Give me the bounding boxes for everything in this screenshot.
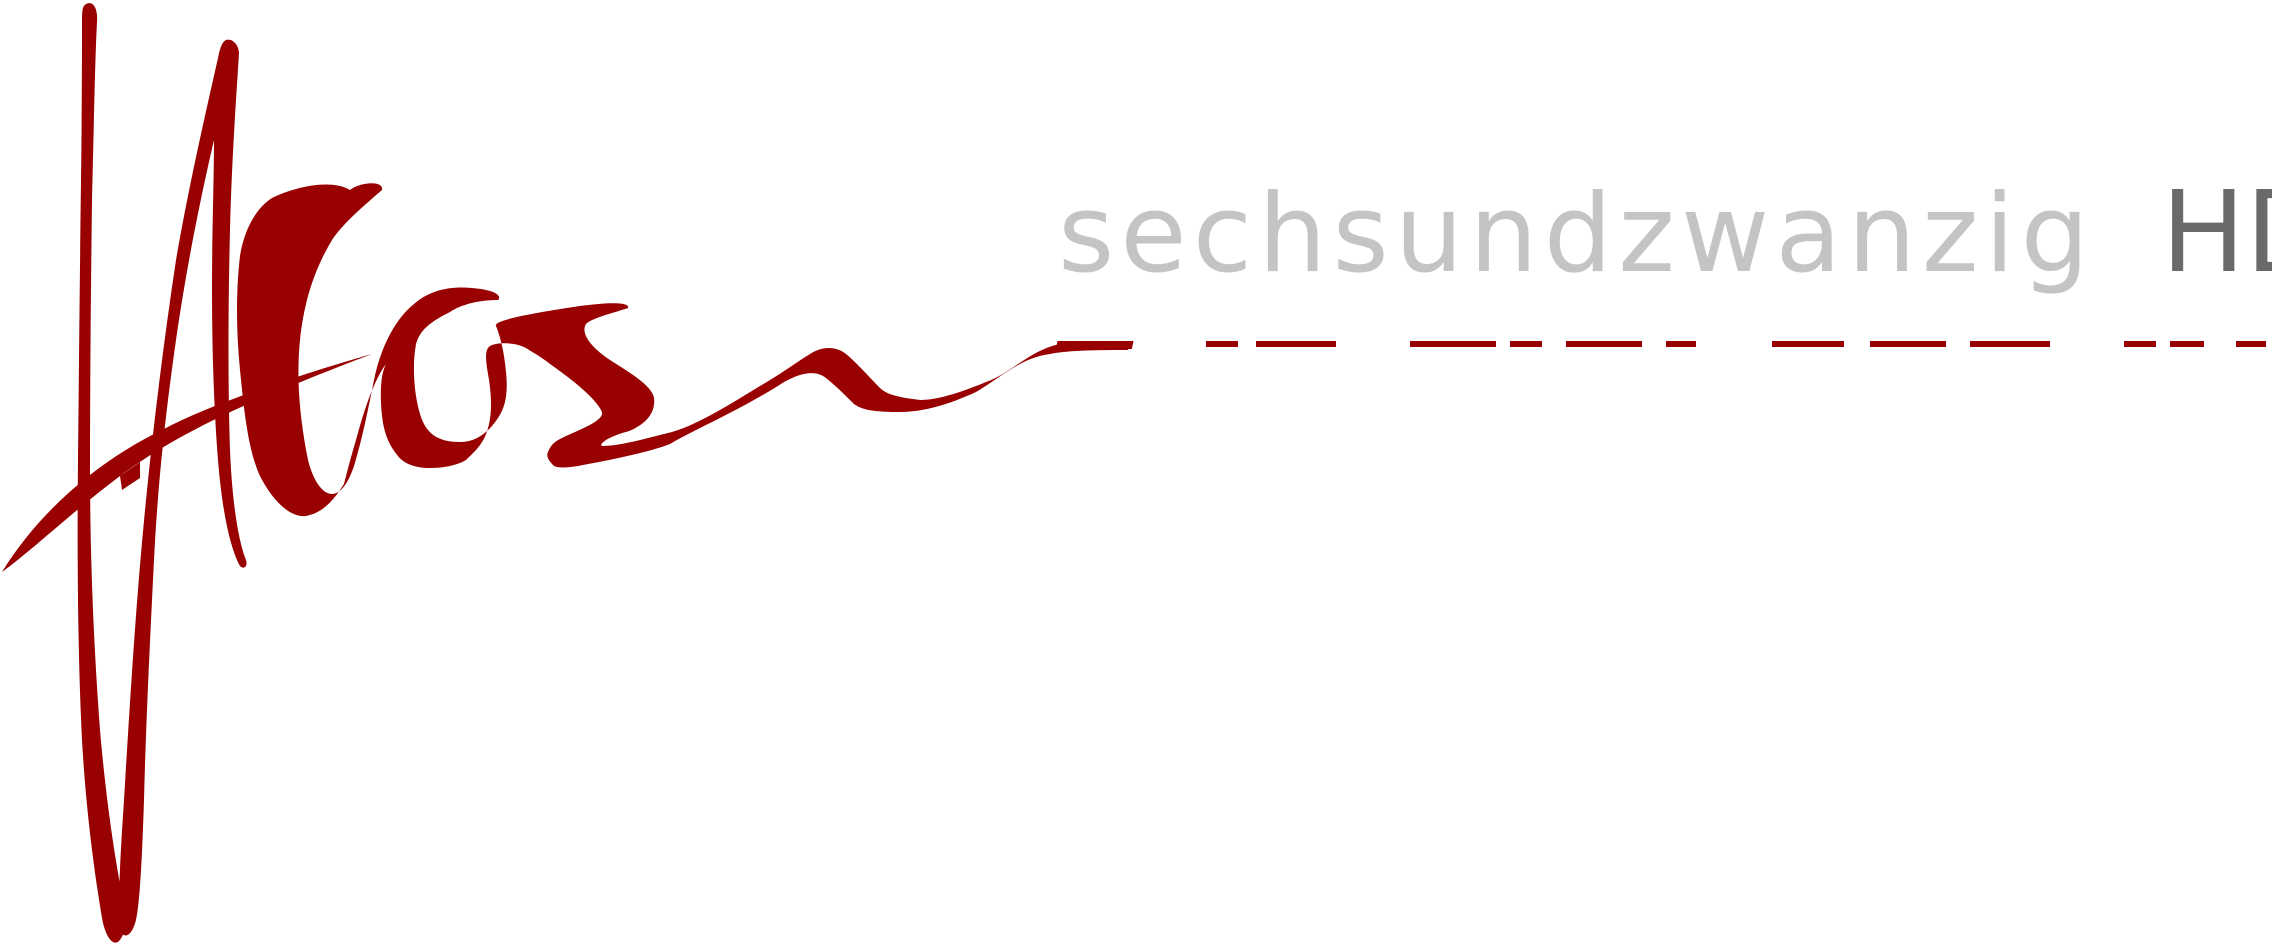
tagline: sechsundzwanzig HD	[1058, 168, 2272, 298]
tagline-suffix: HD	[2161, 168, 2272, 298]
tagline-word: sechsundzwanzig	[1058, 172, 2096, 297]
